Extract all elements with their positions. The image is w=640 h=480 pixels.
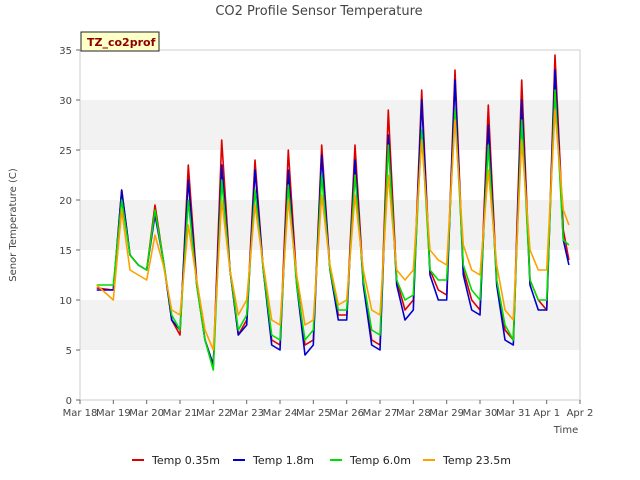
legend-item: Temp 23.5m <box>423 454 511 467</box>
x-tick-label: Mar 27 <box>363 408 398 419</box>
site-label-box: TZ_co2prof <box>80 31 160 52</box>
y-axis-ticks: 0 5 10 15 20 25 30 35 <box>59 46 80 407</box>
site-label-background <box>80 31 160 52</box>
site-label: TZ_co2prof <box>87 36 156 49</box>
legend-item: Temp 0.35m <box>132 454 220 467</box>
x-tick-label: Mar 24 <box>263 408 298 419</box>
y-tick-label: 10 <box>59 296 72 307</box>
x-tick-label: Mar 19 <box>96 408 131 419</box>
x-tick-label: Mar 28 <box>396 408 431 419</box>
grid-band <box>80 300 580 350</box>
y-tick-label: 35 <box>59 46 72 57</box>
x-tick-label: Mar 29 <box>429 408 464 419</box>
y-axis-label: Senor Temperature (C) <box>8 168 19 282</box>
series-line <box>96 109 570 351</box>
legend-label: Temp 6.0m <box>349 454 411 467</box>
y-tick-label: 15 <box>59 246 72 257</box>
legend-label: Temp 1.8m <box>252 454 314 467</box>
x-tick-label: Mar 22 <box>196 408 231 419</box>
x-tick-label: Mar 23 <box>229 408 264 419</box>
x-tick-label: Mar 25 <box>296 408 331 419</box>
x-tick-label: Apr 2 <box>567 408 594 419</box>
series-lines <box>96 54 570 371</box>
grid-band <box>80 200 580 250</box>
x-tick-label: Mar 18 <box>63 408 98 419</box>
x-tick-label: Apr 1 <box>533 408 560 419</box>
x-tick-label: Mar 26 <box>329 408 364 419</box>
legend-item: Temp 1.8m <box>233 454 314 467</box>
legend: Temp 0.35m Temp 1.8m Temp 6.0m Temp 23.5m <box>132 454 511 467</box>
x-tick-label: Mar 31 <box>496 408 531 419</box>
x-axis-label: Time <box>553 425 578 436</box>
x-tick-label: Mar 21 <box>163 408 198 419</box>
y-tick-label: 5 <box>66 346 72 357</box>
y-tick-label: 25 <box>59 146 72 157</box>
grid-band <box>80 100 580 150</box>
legend-label: Temp 0.35m <box>151 454 220 467</box>
chart-title: CO2 Profile Sensor Temperature <box>215 4 422 19</box>
y-tick-label: 0 <box>66 396 72 407</box>
x-tick-label: Mar 20 <box>129 408 164 419</box>
grid-bands <box>80 100 580 350</box>
plot-area <box>79 49 581 401</box>
y-tick-label: 30 <box>59 96 72 107</box>
y-tick-label: 20 <box>59 196 72 207</box>
legend-item: Temp 6.0m <box>330 454 411 467</box>
legend-label: Temp 23.5m <box>442 454 511 467</box>
x-tick-label: Mar 30 <box>463 408 498 419</box>
